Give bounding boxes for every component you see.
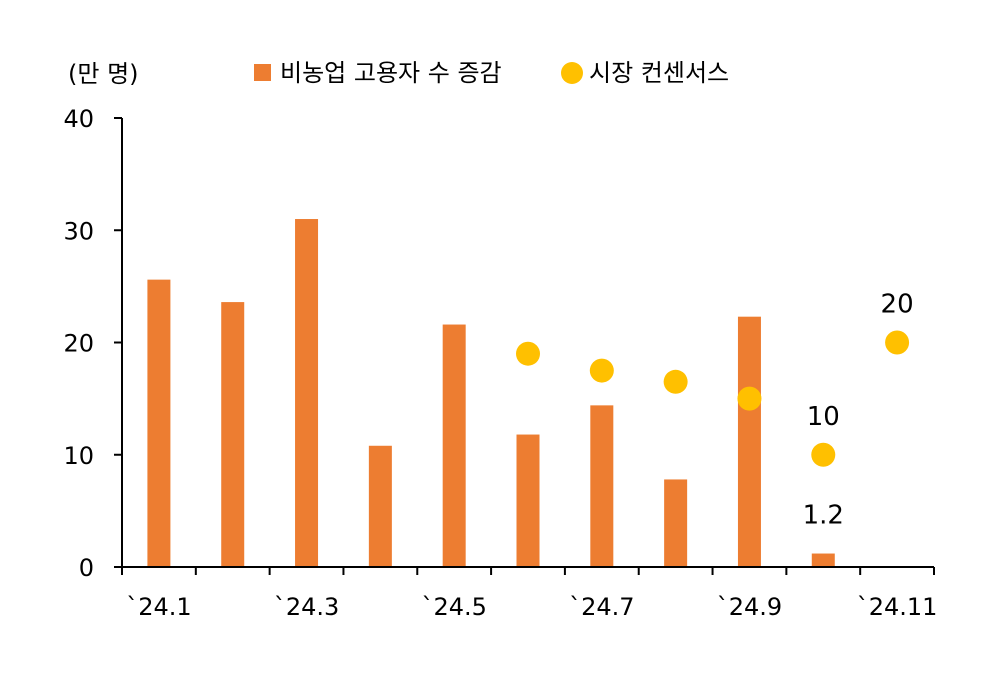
y-tick-label: 40	[63, 105, 94, 133]
consensus-dot	[811, 442, 836, 467]
legend-swatch-dot	[561, 62, 583, 84]
bar	[368, 445, 392, 567]
consensus-dot	[885, 330, 910, 355]
bar	[811, 553, 835, 567]
data-label: 20	[881, 290, 914, 320]
data-labels: 1.2 10 20	[803, 290, 914, 531]
legend-label-dot: 시장 컨센서스	[589, 59, 729, 87]
dot-series	[516, 330, 910, 467]
x-tick-label: `24.1	[126, 593, 191, 621]
bar-series	[147, 219, 835, 567]
y-axis-ticks: 0 10 20 30 40	[63, 105, 122, 582]
bar	[590, 405, 614, 567]
bar	[516, 434, 540, 567]
legend: 비농업 고용자 수 증감 시장 컨센서스	[254, 59, 729, 87]
consensus-dot	[516, 341, 540, 366]
bar	[221, 302, 245, 567]
x-axis-ticks: `24.1 `24.3 `24.5 `24.7 `24.9 `24.11	[121, 567, 938, 621]
x-tick-label: `24.9	[717, 593, 782, 621]
bar	[664, 479, 688, 567]
consensus-dot	[663, 369, 688, 394]
y-unit-label: (만 명)	[68, 60, 139, 88]
legend-swatch-bar	[254, 64, 271, 81]
data-label: 1.2	[803, 501, 844, 531]
consensus-dot	[737, 386, 762, 411]
y-tick-label: 0	[79, 554, 94, 582]
data-label: 10	[807, 402, 840, 432]
bar	[442, 324, 466, 567]
legend-label-bar: 비농업 고용자 수 증감	[280, 59, 502, 87]
y-tick-label: 10	[63, 442, 94, 470]
bar	[295, 219, 319, 567]
consensus-dot	[589, 358, 614, 383]
bar	[737, 316, 761, 567]
y-tick-label: 20	[63, 330, 94, 358]
x-tick-label: `24.3	[274, 593, 339, 621]
x-tick-label: `24.11	[857, 593, 938, 621]
x-tick-label: `24.7	[569, 593, 634, 621]
y-tick-label: 30	[63, 217, 94, 245]
bar	[147, 279, 171, 567]
x-tick-label: `24.5	[421, 593, 486, 621]
